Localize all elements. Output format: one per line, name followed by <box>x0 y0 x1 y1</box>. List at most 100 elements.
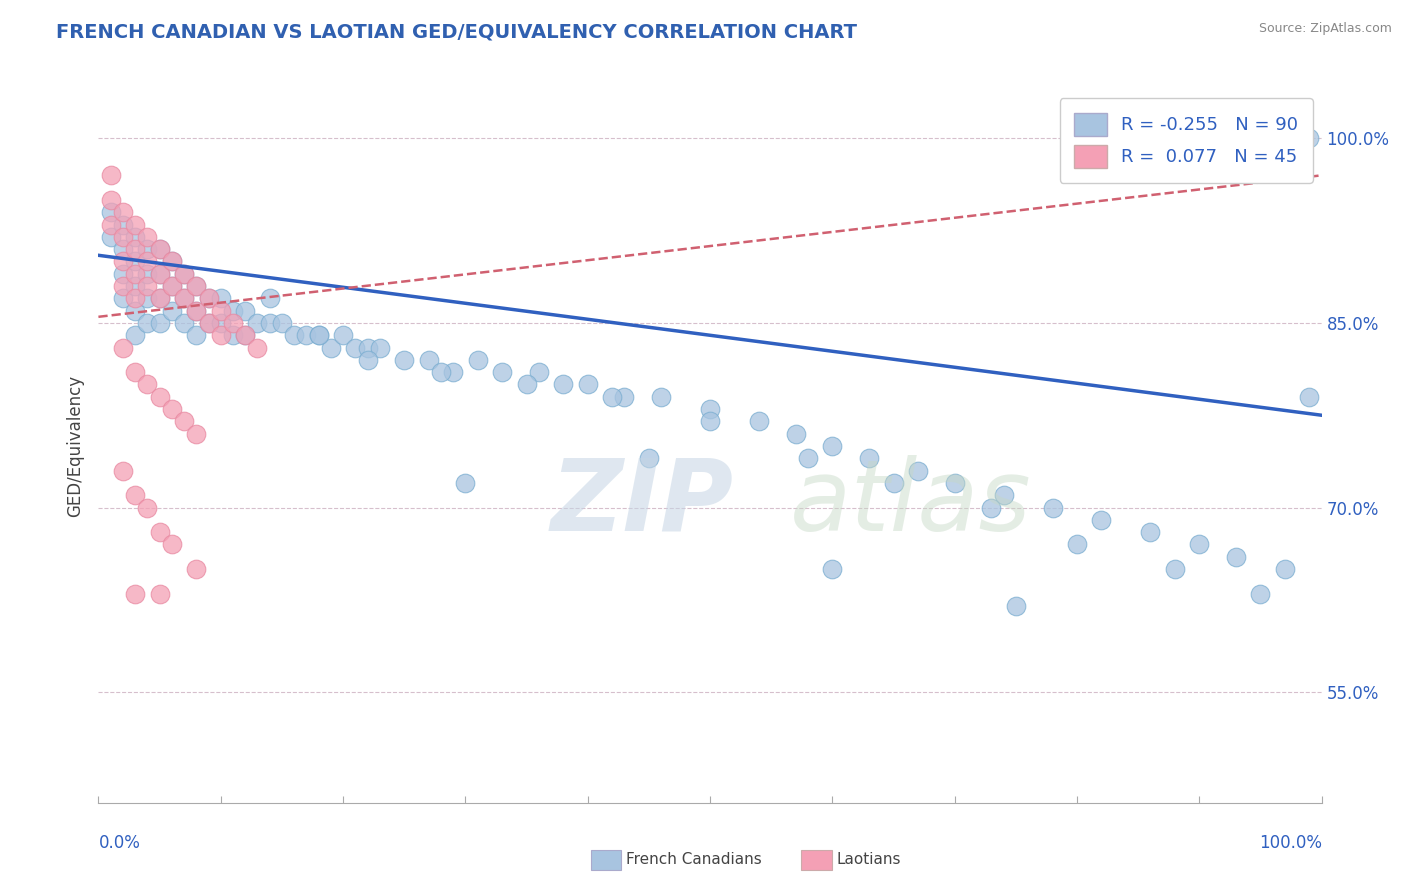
Point <box>1139 525 1161 540</box>
Point <box>111 291 134 305</box>
Point <box>356 341 378 355</box>
Point <box>332 328 354 343</box>
Point <box>173 316 195 330</box>
Point <box>149 291 172 305</box>
Point <box>136 279 159 293</box>
Point <box>111 341 134 355</box>
Point <box>173 414 195 428</box>
Point <box>160 254 183 268</box>
Point <box>124 279 146 293</box>
Point <box>467 352 489 367</box>
Point <box>259 316 281 330</box>
Point <box>136 254 159 268</box>
Point <box>136 377 159 392</box>
Text: 0.0%: 0.0% <box>98 834 141 852</box>
Point <box>173 267 195 281</box>
Point <box>430 365 453 379</box>
Point <box>149 267 172 281</box>
Point <box>173 291 195 305</box>
Point <box>295 328 318 343</box>
Point <box>699 414 721 428</box>
Point <box>1090 513 1112 527</box>
Point <box>418 352 440 367</box>
Point <box>149 242 172 256</box>
Point <box>233 328 256 343</box>
Point <box>136 316 159 330</box>
Point <box>233 303 256 318</box>
Point <box>136 291 159 305</box>
Point <box>553 377 575 392</box>
Point <box>160 537 183 551</box>
Point <box>111 267 134 281</box>
Point <box>980 500 1002 515</box>
Point <box>650 390 672 404</box>
Point <box>124 587 146 601</box>
Point <box>308 328 330 343</box>
Point <box>186 303 208 318</box>
Point <box>527 365 550 379</box>
Point <box>149 587 172 601</box>
Point <box>149 525 172 540</box>
Point <box>186 328 208 343</box>
Point <box>160 279 183 293</box>
Point <box>748 414 770 428</box>
Point <box>1164 562 1187 576</box>
Text: FRENCH CANADIAN VS LAOTIAN GED/EQUIVALENCY CORRELATION CHART: FRENCH CANADIAN VS LAOTIAN GED/EQUIVALEN… <box>56 22 858 41</box>
Point <box>515 377 537 392</box>
Point <box>136 230 159 244</box>
Point <box>149 390 172 404</box>
Point <box>186 279 208 293</box>
Point <box>124 365 146 379</box>
Point <box>111 242 134 256</box>
Point <box>222 328 245 343</box>
Point <box>173 267 195 281</box>
Point <box>160 279 183 293</box>
Point <box>124 218 146 232</box>
Point <box>1249 587 1271 601</box>
Point <box>821 439 844 453</box>
Point <box>197 316 219 330</box>
Point <box>149 267 172 281</box>
Point <box>111 230 134 244</box>
Point <box>1004 599 1026 613</box>
Point <box>186 426 208 441</box>
Point <box>160 303 183 318</box>
Point <box>907 464 929 478</box>
Point <box>637 451 661 466</box>
Point <box>111 254 134 268</box>
Point <box>124 328 146 343</box>
Point <box>124 267 146 281</box>
Point <box>441 365 464 379</box>
Point <box>308 328 330 343</box>
Point <box>100 193 122 207</box>
Point <box>136 500 159 515</box>
Point <box>124 242 146 256</box>
Point <box>111 464 134 478</box>
Point <box>993 488 1015 502</box>
Point <box>491 365 513 379</box>
Point <box>1298 390 1320 404</box>
Text: 100.0%: 100.0% <box>1258 834 1322 852</box>
Point <box>197 291 219 305</box>
Text: French Canadians: French Canadians <box>626 853 762 867</box>
Point <box>883 475 905 490</box>
Point <box>1274 562 1296 576</box>
Point <box>209 291 232 305</box>
Text: ZIP: ZIP <box>551 455 734 551</box>
Point <box>197 291 219 305</box>
Point <box>111 279 134 293</box>
Point <box>454 475 477 490</box>
Point <box>124 303 146 318</box>
Point <box>1298 131 1320 145</box>
Point <box>186 562 208 576</box>
Point <box>1225 549 1247 564</box>
Point <box>100 230 122 244</box>
Point <box>160 254 183 268</box>
Point <box>197 316 219 330</box>
Point <box>392 352 416 367</box>
Text: Laotians: Laotians <box>837 853 901 867</box>
Y-axis label: GED/Equivalency: GED/Equivalency <box>66 375 84 517</box>
Point <box>319 341 342 355</box>
Point <box>1042 500 1064 515</box>
Point <box>785 426 807 441</box>
